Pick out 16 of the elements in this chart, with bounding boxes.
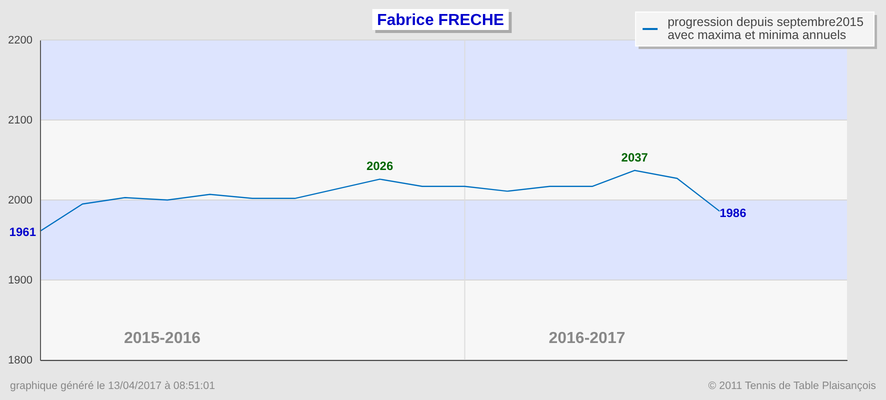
annotation: 2016-2017 [548,330,626,347]
data-label: 2037 [621,150,648,164]
data-label: 1986 [720,206,747,220]
y-tick-label: 2100 [8,114,32,126]
data-label: 1961 [9,225,36,240]
text: graphique généré le 13/04/2017 à 08:51:01 [10,380,216,392]
y-tick-label: 2000 [8,194,32,206]
y-tick-label: 2200 [8,34,32,46]
legend-label: progression depuis septembre2015 avec maxima et minima annuels [668,15,864,42]
y-tick-label: 1900 [8,274,32,286]
line-series [39,170,720,232]
chart-title: Fabrice FRECHE [376,12,504,29]
annotation: 2015-2016 [124,330,201,347]
y-tick-label: 1800 [8,354,32,366]
data-label: 2026 [366,159,394,174]
text: © 2011 Tennis de Table Plaisançois [708,380,876,392]
